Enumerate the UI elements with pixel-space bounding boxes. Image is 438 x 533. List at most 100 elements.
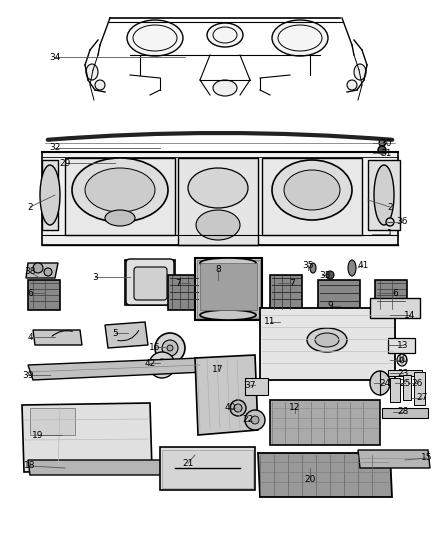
Ellipse shape [315,333,339,347]
Ellipse shape [95,80,105,90]
Ellipse shape [234,404,242,412]
Polygon shape [168,275,200,310]
Polygon shape [260,308,395,380]
Text: 15: 15 [421,454,433,463]
Text: 7: 7 [289,279,295,287]
Text: 42: 42 [145,359,155,367]
Polygon shape [382,408,428,418]
Text: 12: 12 [290,403,301,413]
Polygon shape [200,263,257,310]
Text: 23: 23 [397,368,409,377]
Ellipse shape [379,140,385,146]
Text: 21: 21 [182,458,194,467]
Text: 30: 30 [380,139,392,148]
Ellipse shape [284,170,340,210]
Ellipse shape [378,146,386,154]
Text: 4: 4 [27,333,33,342]
Text: 2: 2 [387,203,393,212]
Ellipse shape [251,416,259,424]
Text: 26: 26 [411,378,423,387]
Ellipse shape [85,168,155,212]
Text: 6: 6 [27,288,33,297]
Ellipse shape [272,20,328,56]
Ellipse shape [105,210,135,226]
Text: 19: 19 [32,431,44,440]
Text: 10: 10 [397,356,409,365]
Text: 25: 25 [399,378,411,387]
Polygon shape [42,160,58,230]
Text: 6: 6 [392,288,398,297]
Polygon shape [197,260,260,318]
Text: 18: 18 [24,462,36,471]
Polygon shape [245,378,268,395]
Text: 27: 27 [416,393,427,402]
Ellipse shape [167,345,173,351]
Polygon shape [195,355,258,435]
Polygon shape [28,358,205,380]
Polygon shape [22,403,152,472]
Polygon shape [105,322,148,348]
Ellipse shape [162,340,178,356]
Polygon shape [42,152,398,245]
Ellipse shape [155,333,185,363]
Polygon shape [28,280,60,310]
Ellipse shape [200,258,256,268]
Text: 1: 1 [387,230,393,238]
Ellipse shape [156,359,168,371]
Text: 3: 3 [92,272,98,281]
Polygon shape [178,158,258,245]
Ellipse shape [196,210,240,240]
Text: 2: 2 [27,203,33,212]
Text: 35: 35 [302,261,314,270]
Ellipse shape [400,357,404,363]
Text: 37: 37 [244,381,256,390]
Ellipse shape [207,23,243,47]
Polygon shape [388,370,422,376]
Polygon shape [65,158,175,235]
Polygon shape [33,330,82,345]
Ellipse shape [200,310,256,320]
Polygon shape [195,258,262,320]
Text: 32: 32 [49,143,61,152]
Text: 11: 11 [264,318,276,327]
Ellipse shape [127,20,183,56]
Polygon shape [26,263,58,278]
Polygon shape [390,378,400,402]
Polygon shape [270,400,380,445]
Polygon shape [318,280,360,315]
Text: 34: 34 [49,52,61,61]
Text: 24: 24 [379,378,391,387]
Text: 40: 40 [224,403,236,413]
Text: 5: 5 [112,328,118,337]
Text: 16: 16 [149,343,161,351]
Text: 14: 14 [404,311,416,319]
Text: 33: 33 [319,271,331,279]
Ellipse shape [397,354,407,366]
Polygon shape [270,275,302,310]
Text: 36: 36 [396,217,408,227]
Text: 28: 28 [397,408,409,416]
Ellipse shape [40,165,60,225]
Text: 39: 39 [22,370,34,379]
Ellipse shape [326,271,334,279]
Ellipse shape [347,80,357,90]
Text: 22: 22 [242,416,254,424]
Polygon shape [358,450,430,468]
Polygon shape [414,372,425,405]
Text: 9: 9 [327,302,333,311]
Polygon shape [403,375,411,400]
Polygon shape [162,450,253,488]
FancyBboxPatch shape [126,259,174,305]
Text: 31: 31 [380,149,392,157]
FancyBboxPatch shape [134,267,167,300]
Polygon shape [375,280,407,310]
Ellipse shape [348,260,356,276]
Text: 20: 20 [304,475,316,484]
Ellipse shape [310,263,316,273]
Ellipse shape [370,371,390,395]
Text: 41: 41 [357,261,369,270]
Ellipse shape [72,158,168,222]
Text: 38: 38 [24,268,36,277]
Polygon shape [368,160,400,230]
Ellipse shape [188,168,248,208]
